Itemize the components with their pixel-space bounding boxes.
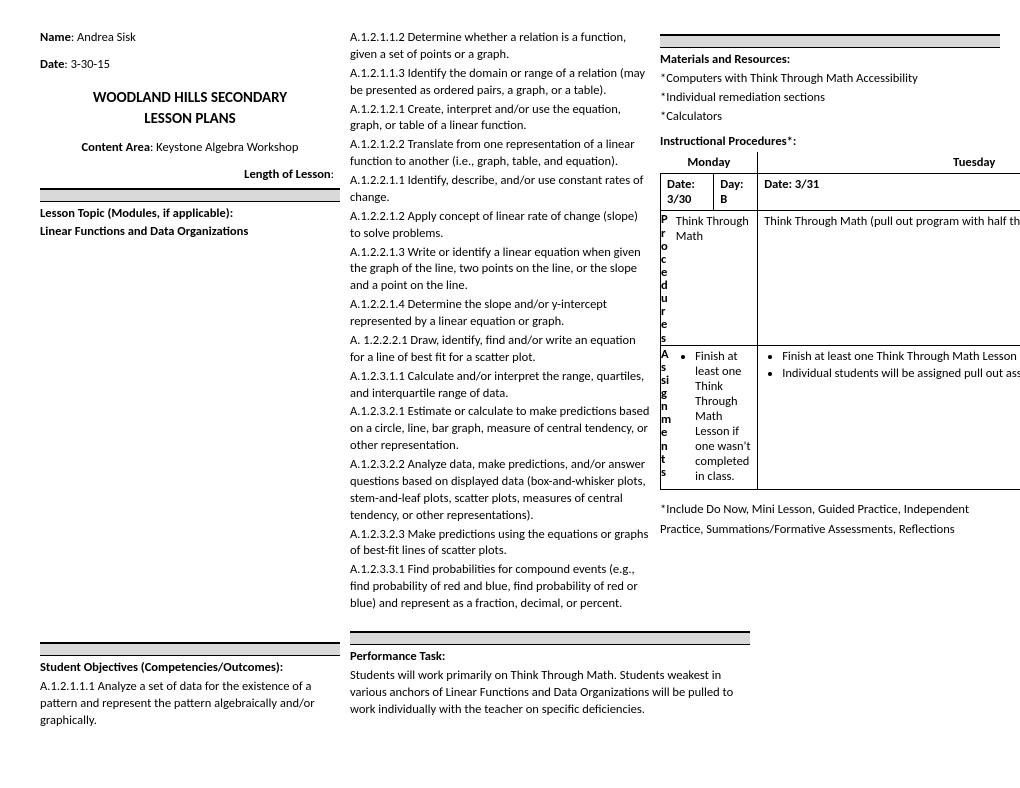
content-area-value: : Keystone Algebra Workshop	[150, 140, 298, 155]
standard-9: A. 1.2.2.2.1 Draw, identify, find and/or…	[350, 333, 650, 367]
table-row-dates: Date: 3/30 Day: B Date: 3/31	[661, 174, 1020, 211]
doc-title: WOODLAND HILLS SECONDARY LESSON PLANS	[40, 88, 340, 130]
content-area-line: Content Area: Keystone Algebra Workshop	[40, 140, 340, 157]
material-2: *Individual remediation sections	[660, 90, 1000, 107]
table-row-assignments: Assignments Finish at least one Think Th…	[661, 345, 1020, 489]
length-label: Length of Lesson	[244, 167, 330, 182]
assign-tue-item-1: Finish at least one Think Through Math L…	[782, 349, 1020, 364]
spacer	[40, 243, 340, 638]
material-3: *Calculators	[660, 109, 1000, 126]
proc-tue-text: Think Through Math (pull out program wit…	[758, 211, 1020, 345]
date-line: Date: 3-30-15	[40, 57, 340, 74]
standard-5: A.1.2.2.1.1 Identify, describe, and/or u…	[350, 173, 650, 207]
tuesday-header: Tuesday	[758, 152, 1020, 174]
assign-tue-item-2: Individual students will be assigned pul…	[782, 366, 1020, 381]
divider-1	[40, 188, 340, 202]
objectives-label: Student Objectives (Competencies/Outcome…	[40, 660, 340, 677]
lesson-topic-label: Lesson Topic (Modules, if applicable):	[40, 206, 340, 223]
assign-tue-list: Finish at least one Think Through Math L…	[764, 349, 1020, 381]
monday-header: Monday	[661, 152, 758, 174]
assign-mon-list: Finish at least one Think Through Math L…	[677, 349, 751, 484]
name-label: Name	[40, 30, 71, 45]
material-1: *Computers with Think Through Math Acces…	[660, 71, 1000, 88]
assign-tue-cell: Finish at least one Think Through Math L…	[758, 345, 1020, 489]
schedule-table: Monday Tuesday Date: 3/30 Day: B Date: 3…	[660, 152, 1020, 489]
day-cell: Day: B	[714, 174, 758, 211]
standard-6: A.1.2.2.1.2 Apply concept of linear rate…	[350, 209, 650, 243]
date-1: Date: 3/30	[661, 174, 714, 211]
title-line-2: LESSON PLANS	[40, 109, 340, 130]
standard-13: A.1.2.3.2.3 Make predictions using the e…	[350, 527, 650, 561]
proc-mon-text: Think Through Math	[670, 211, 757, 344]
length-line: Length of Lesson:	[40, 167, 340, 184]
standard-14: A.1.2.3.3.1 Find probabilities for compo…	[350, 562, 650, 613]
date-2: Date: 3/31	[758, 174, 1020, 211]
standard-11: A.1.2.3.2.1 Estimate or calculate to mak…	[350, 404, 650, 455]
divider-4	[660, 34, 1000, 48]
assign-mon-item: Finish at least one Think Through Math L…	[695, 349, 751, 484]
standard-1: A.1.2.1.1.2 Determine whether a relation…	[350, 30, 650, 64]
lesson-plan-page: Name: Andrea Sisk Date: 3-30-15 WOODLAND…	[40, 30, 980, 732]
footnote: *Include Do Now, Mini Lesson, Guided Pra…	[660, 500, 1000, 540]
column-left: Name: Andrea Sisk Date: 3-30-15 WOODLAND…	[40, 30, 340, 732]
length-value: :	[331, 167, 334, 182]
day-label: Day:	[720, 177, 743, 192]
divider-2	[40, 642, 340, 656]
column-right: Materials and Resources: *Computers with…	[660, 30, 1000, 732]
table-row-days: Monday Tuesday	[661, 152, 1020, 174]
standard-4: A.1.2.1.2.2 Translate from one represent…	[350, 137, 650, 171]
lesson-topic-value: Linear Functions and Data Organizations	[40, 224, 340, 241]
materials-label: Materials and Resources:	[660, 52, 1000, 69]
title-line-1: WOODLAND HILLS SECONDARY	[40, 88, 340, 109]
date-value: : 3-30-15	[64, 57, 110, 72]
day-value: B	[720, 192, 727, 207]
assign-mon-cell: Assignments Finish at least one Think Th…	[661, 345, 758, 489]
date-label: Date	[40, 57, 64, 72]
standard-7: A.1.2.2.1.3 Write or identify a linear e…	[350, 245, 650, 296]
standard-8: A.1.2.2.1.4 Determine the slope and/or y…	[350, 297, 650, 331]
proc-mon-cell: Procedures Think Through Math	[661, 211, 758, 345]
objective-text: A.1.2.1.1.1 Analyze a set of data for th…	[40, 679, 340, 730]
name-line: Name: Andrea Sisk	[40, 30, 340, 47]
standard-10: A.1.2.3.1.1 Calculate and/or interpret t…	[350, 369, 650, 403]
assignments-side-label: Assignments	[661, 346, 671, 489]
column-middle: A.1.2.1.1.2 Determine whether a relation…	[350, 30, 650, 732]
standard-3: A.1.2.1.2.1 Create, interpret and/or use…	[350, 102, 650, 136]
proc-label: Instructional Procedures*:	[660, 134, 1000, 151]
standard-2: A.1.2.1.1.3 Identify the domain or range…	[350, 66, 650, 100]
procedures-side-label: Procedures	[661, 211, 670, 344]
name-value: : Andrea Sisk	[71, 30, 136, 45]
content-area-label: Content Area	[82, 140, 151, 155]
table-row-procedures: Procedures Think Through Math Think Thro…	[661, 211, 1020, 345]
standard-12: A.1.2.3.2.2 Analyze data, make predictio…	[350, 457, 650, 525]
